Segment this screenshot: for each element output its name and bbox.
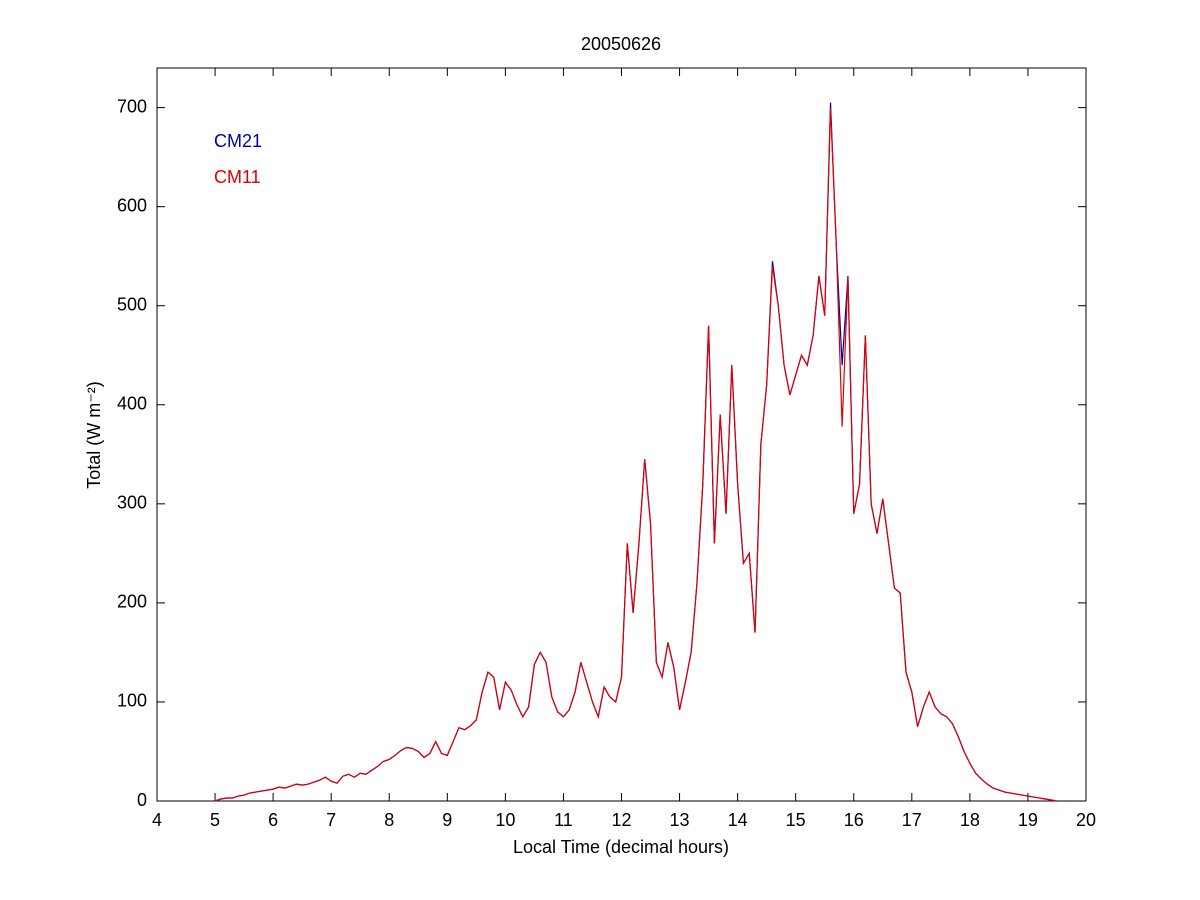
legend-label: CM21 [214,131,262,151]
x-tick-label: 7 [326,810,336,830]
x-tick-label: 16 [844,810,864,830]
y-axis-label: Total (W m⁻²) [84,381,104,489]
y-tick-label: 300 [117,493,147,513]
x-tick-label: 17 [902,810,922,830]
x-tick-label: 9 [442,810,452,830]
x-tick-label: 12 [611,810,631,830]
x-tick-label: 10 [495,810,515,830]
y-tick-label: 400 [117,394,147,414]
y-tick-label: 100 [117,691,147,711]
data-line [214,107,1058,802]
x-tick-label: 18 [960,810,980,830]
legend-label: CM11 [214,167,261,187]
y-tick-label: 0 [137,790,147,810]
y-tick-label: 700 [117,96,147,116]
x-tick-label: 5 [210,810,220,830]
x-tick-label: 19 [1018,810,1038,830]
y-tick-label: 500 [117,294,147,314]
chart-title: 20050626 [581,34,661,54]
y-tick-label: 600 [117,195,147,215]
y-tick-label: 200 [117,592,147,612]
x-axis-label: Local Time (decimal hours) [513,837,729,857]
x-tick-label: 15 [786,810,806,830]
x-tick-label: 6 [268,810,278,830]
x-tick-label: 8 [384,810,394,830]
x-tick-label: 11 [554,810,573,830]
x-tick-label: 4 [152,810,162,830]
x-tick-label: 13 [670,810,690,830]
x-tick-label: 20 [1076,810,1096,830]
x-tick-label: 14 [728,810,748,830]
